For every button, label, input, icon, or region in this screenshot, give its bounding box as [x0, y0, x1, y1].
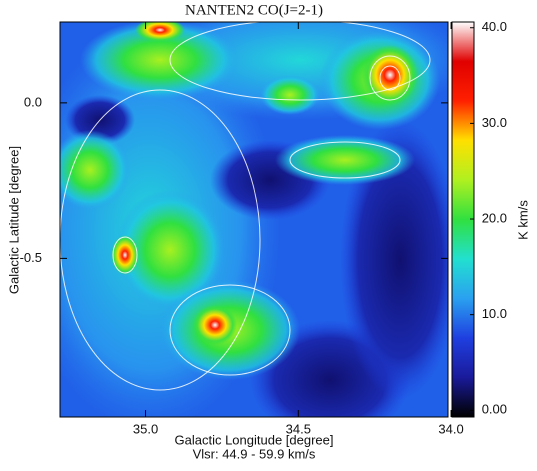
colorbar-tick-label: 40.0	[482, 19, 507, 34]
x-axis-label: Vlsr: 44.9 - 59.9 km/s	[193, 446, 316, 461]
x-axis-label: Galactic Longitude [degree]	[175, 432, 334, 447]
chart-title: NANTEN2 CO(J=2-1)	[185, 2, 323, 18]
colorbar-tick-label: 20.0	[482, 210, 507, 225]
map-image	[60, 22, 448, 417]
y-tick-label: 0.0	[24, 94, 42, 109]
colorbar-label: K km/s	[515, 200, 530, 240]
y-tick-label: -0.5	[20, 250, 42, 265]
y-axis-label: Galactic Latitude [degree]	[6, 146, 21, 294]
x-tick-label: 34.0	[438, 421, 463, 436]
plot-frame	[59, 21, 449, 418]
colorbar-tick-label: 30.0	[482, 115, 507, 130]
colorbar-tick-label: 0.00	[482, 402, 507, 417]
x-tick-label: 34.5	[286, 421, 311, 436]
x-tick-label: 35.0	[133, 421, 158, 436]
colorbar-tick-label: 10.0	[482, 306, 507, 321]
